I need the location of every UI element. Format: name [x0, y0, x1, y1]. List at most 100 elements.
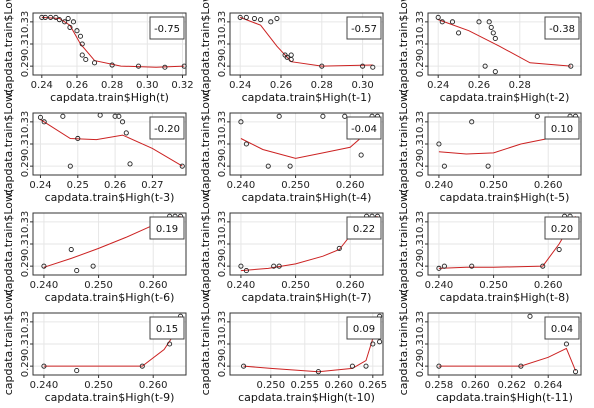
smooth-line [439, 348, 576, 370]
x-tick-label: 0.260 [461, 380, 490, 391]
data-point [69, 247, 73, 251]
x-tick-label: 0.26 [104, 180, 126, 191]
x-tick-label: 0.27 [141, 180, 163, 191]
x-tick-label: 0.260 [534, 180, 563, 191]
correlation-value: 0.15 [156, 324, 178, 335]
x-axis-label: capdata.train$High(t-9) [45, 391, 175, 404]
data-point [252, 16, 256, 20]
scatter-panel-3: 0.24 0.26 0.28 0.290.310.33 capdata.train$Hi… [397, 0, 581, 104]
x-axis-label: capdata.train$High(t-7) [242, 291, 372, 304]
x-tick-label: 0.26 [270, 80, 292, 91]
y-tick-label: 0.33 [415, 11, 426, 33]
data-point [128, 162, 132, 166]
x-axis-label: capdata.train$High(t-6) [45, 291, 175, 304]
y-axis-label: capdata.train$Low( [199, 89, 212, 196]
x-tick-label: 0.250 [84, 380, 113, 391]
data-point [98, 113, 102, 117]
y-tick-label: 0.31 [20, 33, 31, 55]
x-axis-label: capdata.train$High(t-3) [45, 191, 175, 204]
y-tick-label: 0.31 [415, 133, 426, 155]
y-tick-label: 0.31 [217, 233, 228, 255]
y-tick-label: 0.33 [20, 311, 31, 333]
data-point [343, 114, 347, 118]
x-tick-label: 0.260 [139, 380, 168, 391]
y-axis-label: capdata.train$Low( [397, 289, 410, 396]
correlation-value: -0.38 [549, 24, 575, 35]
x-axis-label: capdata.train$High(t-5) [440, 191, 570, 204]
x-tick-label: 0.28 [509, 80, 531, 91]
scatter-panel-6: 0.240 0.250 0.2600.290.310.33capdata.train… [397, 89, 581, 204]
y-tick-label: 0.29 [217, 155, 228, 177]
x-tick-label: 0.260 [336, 280, 365, 291]
y-tick-label: 0.31 [20, 133, 31, 155]
data-point [92, 61, 96, 65]
y-tick-label: 0.33 [415, 111, 426, 133]
correlation-value: 0.22 [353, 224, 375, 235]
y-axis-label: capdata.train$Low( [2, 189, 15, 296]
y-tick-label: 0.33 [20, 211, 31, 233]
y-tick-label: 0.31 [415, 333, 426, 355]
x-tick-label: 0.255 [290, 380, 319, 391]
y-tick-label: 0.31 [20, 233, 31, 255]
x-tick-label: 0.260 [336, 180, 365, 191]
y-axis-label: capdata.train$Low( [2, 89, 15, 196]
x-tick-label: 0.28 [311, 80, 333, 91]
x-tick-label: 0.250 [281, 280, 310, 291]
data-point [557, 247, 561, 251]
x-tick-label: 0.25 [67, 180, 89, 191]
x-axis-label: capdata.train$High(t-8) [440, 291, 570, 304]
x-axis-label: capdata.train$High(t-11) [436, 391, 573, 404]
correlation-value: 0.04 [551, 324, 573, 335]
x-tick-label: 0.30 [136, 80, 158, 91]
y-tick-label: 0.33 [217, 311, 228, 333]
y-axis-label: capdata.train$Low( [397, 89, 410, 196]
y-tick-label: 0.29 [20, 255, 31, 277]
correlation-value: 0.09 [353, 324, 375, 335]
y-axis-label: capdata.train$Low( [2, 0, 15, 95]
correlation-value: -0.75 [154, 24, 180, 35]
y-tick-label: 0.29 [20, 55, 31, 77]
data-point [535, 114, 539, 118]
y-tick-label: 0.33 [20, 11, 31, 33]
x-tick-label: 0.30 [351, 80, 373, 91]
y-tick-label: 0.31 [217, 133, 228, 155]
x-tick-label: 0.240 [30, 380, 59, 391]
y-tick-label: 0.33 [217, 11, 228, 33]
y-tick-label: 0.33 [217, 211, 228, 233]
data-point [528, 314, 532, 318]
x-tick-label: 0.26 [468, 80, 490, 91]
y-tick-label: 0.33 [415, 211, 426, 233]
x-axis-label: capdata.train$High(t) [50, 91, 169, 104]
x-tick-label: 0.260 [324, 380, 353, 391]
y-tick-label: 0.31 [415, 233, 426, 255]
scatter-panel-8: 0.240 0.250 0.260 0.290.310.33 capdata.train… [199, 189, 383, 304]
correlation-value: 0.10 [551, 124, 573, 135]
x-tick-label: 0.250 [84, 280, 113, 291]
y-tick-label: 0.33 [217, 111, 228, 133]
scatter-panel-1: 0.24 0.26 0.28 0.30 0.32 0.290.310.33 capdata.… [2, 0, 194, 104]
x-tick-label: 0.28 [101, 80, 123, 91]
data-point [491, 31, 495, 35]
data-point [493, 36, 497, 40]
y-axis-label: capdata.train$Low( [199, 289, 212, 396]
x-tick-label: 0.32 [171, 80, 193, 91]
scatter-panel-2: 0.24 0.26 0.28 0.300.290.310.33capdata.trai… [199, 0, 383, 104]
x-axis-label: capdata.train$High(t-4) [242, 191, 372, 204]
x-tick-label: 0.262 [497, 380, 526, 391]
y-axis-label: capdata.train$Low( [397, 0, 410, 95]
x-tick-label: 0.265 [358, 380, 387, 391]
data-point [124, 131, 128, 135]
data-point [457, 31, 461, 35]
scatter-panel-4: 0.24 0.25 0.26 0.270.290.310.33capdata.trai… [2, 89, 186, 204]
scatter-panel-5: 0.240 0.250 0.260 0.290.310.33 capdata.train… [199, 89, 383, 204]
x-tick-label: 0.264 [534, 380, 563, 391]
x-tick-label: 0.260 [534, 280, 563, 291]
y-tick-label: 0.29 [217, 355, 228, 377]
scatter-panel-9: 0.240 0.250 0.2600.290.310.33capdata.train… [397, 189, 581, 304]
data-point [489, 25, 493, 29]
y-tick-label: 0.29 [20, 155, 31, 177]
correlation-value: -0.04 [351, 124, 377, 135]
data-point [493, 70, 497, 74]
data-point [321, 114, 325, 118]
